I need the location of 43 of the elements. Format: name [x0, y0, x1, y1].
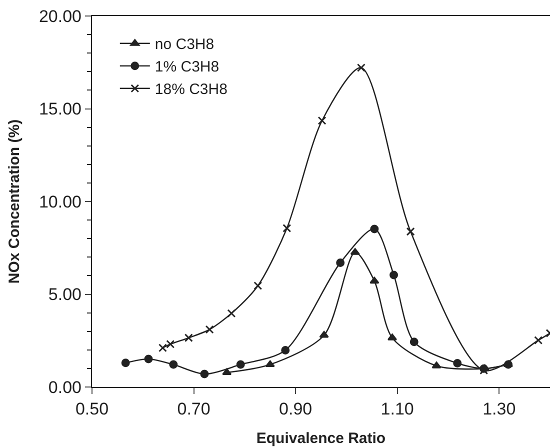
point: [282, 224, 292, 232]
legend-label: 18% C3H8: [154, 81, 228, 98]
y-tick-label: 20.00: [38, 6, 82, 26]
point: [370, 276, 380, 284]
point: [410, 338, 418, 346]
point: [200, 370, 209, 378]
point: [318, 116, 326, 125]
point: [205, 325, 214, 334]
point: [432, 362, 442, 368]
point: [356, 64, 366, 72]
legend-label: 1% C3H8: [154, 58, 220, 76]
y-axis-title: NOx Concentration (%): [6, 119, 24, 284]
point: [222, 368, 232, 376]
point: [144, 354, 153, 364]
x-tick-label: 0.50: [75, 400, 109, 418]
point: [121, 358, 130, 368]
y-tick-label: 0.00: [48, 378, 82, 397]
legend-label: no C3H8: [154, 36, 214, 54]
point: [265, 360, 275, 368]
point: [158, 344, 167, 352]
y-tick-label: 10.00: [38, 192, 82, 212]
x-tick-label: 1.10: [380, 400, 414, 418]
point: [254, 281, 262, 290]
point: [281, 346, 290, 355]
point: [319, 331, 329, 338]
point: [166, 340, 175, 348]
x-axis-title: Equivalence Ratio: [256, 430, 386, 447]
point: [370, 224, 379, 234]
x-tick-label: 0.70: [177, 400, 210, 418]
point: [453, 359, 462, 368]
x-tick-label: 1.30: [482, 400, 516, 418]
point: [236, 360, 245, 369]
y-tick-label: 5.00: [48, 285, 82, 304]
y-tick-label: 15.00: [38, 100, 82, 119]
point: [336, 258, 345, 267]
point: [534, 336, 543, 344]
point: [169, 360, 178, 369]
point: [406, 227, 415, 236]
point: [390, 270, 398, 280]
point: [350, 248, 360, 255]
x-tick-label: 0.90: [279, 400, 312, 418]
point: [184, 334, 193, 342]
point: [227, 309, 236, 318]
